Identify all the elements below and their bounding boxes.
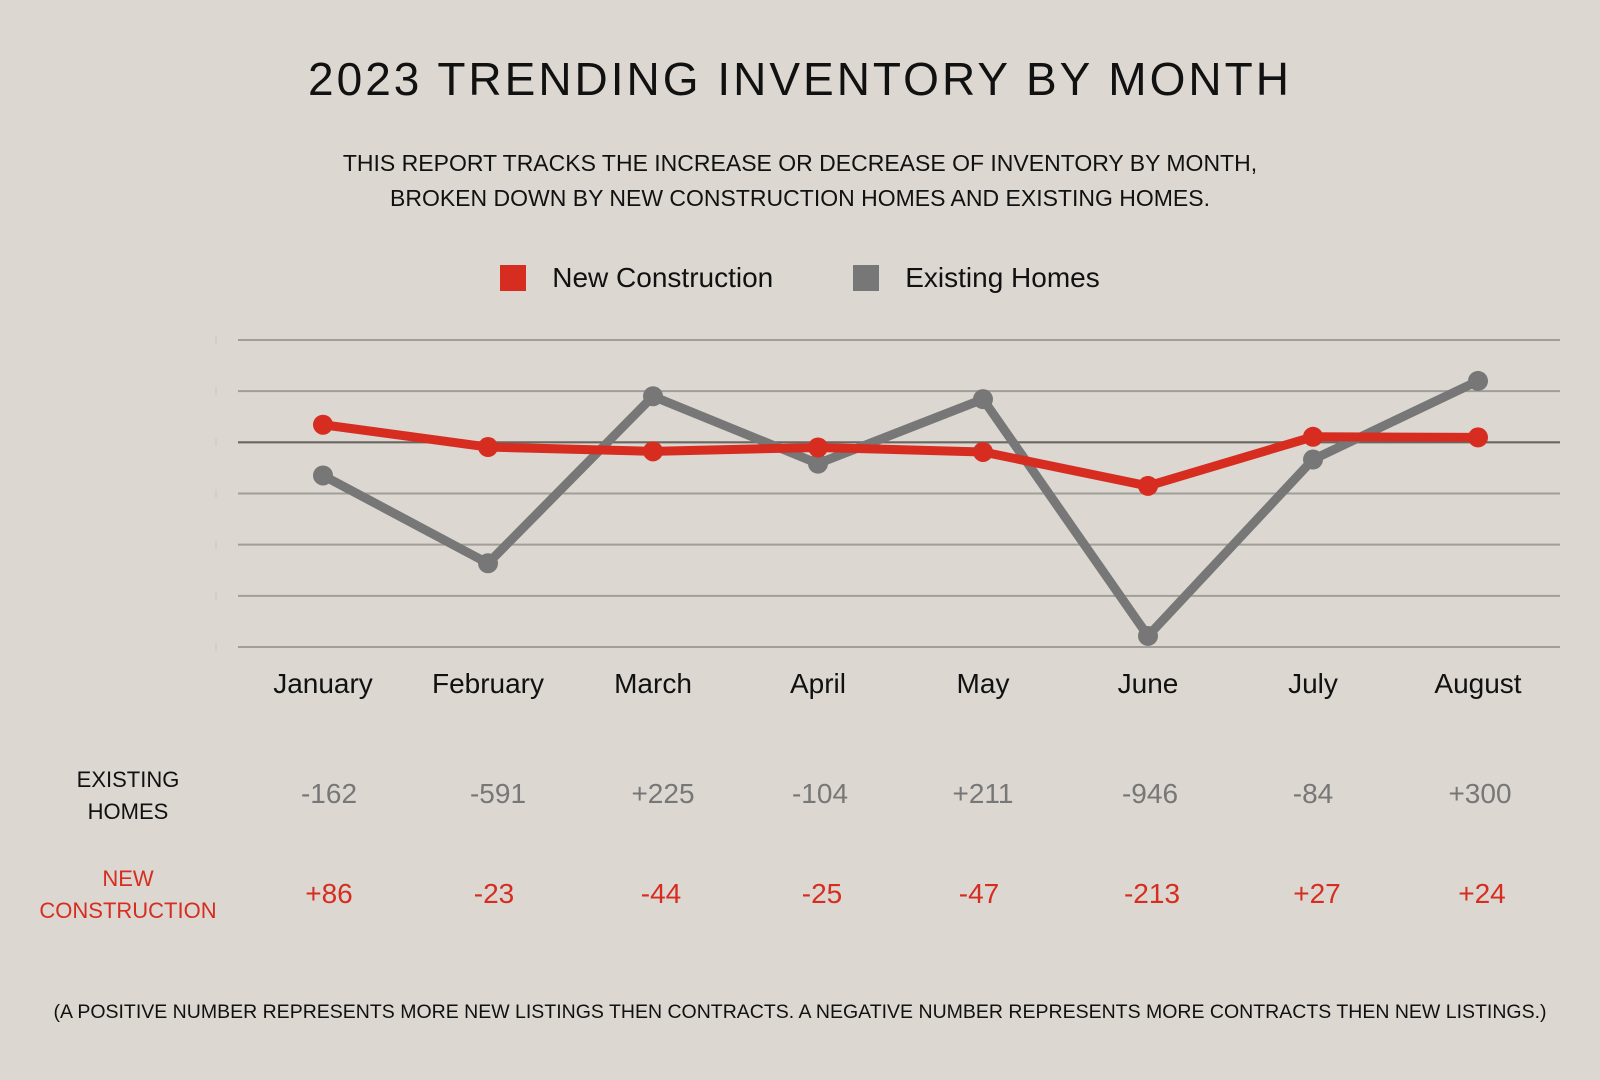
data-point-existing-homes (1138, 625, 1158, 646)
legend-item-existing-homes: Existing Homes (853, 262, 1100, 294)
legend-item-new-construction: New Construction (500, 262, 773, 294)
existing-homes-value: +211 (952, 778, 1014, 809)
x-tick-label: June (1117, 668, 1179, 699)
data-point-existing-homes (478, 553, 498, 574)
legend-swatch-new-construction (500, 265, 527, 291)
data-point-existing-homes (313, 465, 333, 486)
data-point-new-construction (808, 437, 828, 458)
data-point-new-construction (643, 441, 663, 462)
new-construction-value: +86 (305, 878, 353, 909)
x-tick-label: July (1288, 668, 1338, 699)
chart-legend: New Construction Existing Homes (0, 262, 1600, 294)
new-construction-value: -213 (1123, 878, 1181, 909)
x-tick-label: March (614, 668, 692, 699)
new-construction-value: -23 (473, 878, 515, 909)
data-point-new-construction (1468, 427, 1488, 448)
x-tick-label: February (431, 668, 545, 699)
new-row-label-line-2: CONSTRUCTION (39, 898, 217, 923)
x-tick-label: May (956, 668, 1010, 699)
new-construction-value: -47 (958, 878, 1000, 909)
data-point-existing-homes (1303, 449, 1323, 470)
new-construction-value: -25 (801, 878, 843, 909)
new-construction-value: +27 (1293, 878, 1341, 909)
data-point-new-construction (478, 437, 498, 458)
legend-label-new-construction: New Construction (552, 262, 774, 293)
existing-homes-value: -104 (791, 778, 849, 809)
data-point-new-construction (973, 441, 993, 462)
data-point-new-construction (1303, 426, 1323, 447)
subtitle-line-1: THIS REPORT TRACKS THE INCREASE OR DECRE… (342, 150, 1258, 176)
chart-title: 2023 TRENDING INVENTORY BY MONTH (308, 53, 1292, 105)
new-construction-row-label: NEW CONSTRUCTION (28, 863, 228, 927)
data-point-existing-homes (808, 453, 828, 474)
existing-row-label-line-2: HOMES (87, 799, 169, 824)
x-tick-label: January (273, 668, 373, 699)
data-point-existing-homes (973, 389, 993, 410)
data-point-existing-homes (643, 386, 663, 407)
x-tick-label: August (1434, 668, 1522, 699)
new-row-label-line-1: NEW (102, 866, 154, 891)
new-construction-value: +24 (1458, 878, 1506, 909)
chart-subtitle: THIS REPORT TRACKS THE INCREASE OR DECRE… (0, 146, 1600, 216)
series-line-existing-homes (318, 376, 1483, 641)
subtitle-line-2: BROKEN DOWN BY NEW CONSTRUCTION HOMES AN… (390, 185, 1210, 211)
legend-label-existing-homes: Existing Homes (905, 262, 1100, 293)
data-point-new-construction (313, 414, 333, 435)
existing-homes-value: -84 (1292, 778, 1334, 809)
existing-homes-value: -946 (1121, 778, 1179, 809)
existing-homes-row-label: EXISTING HOMES (28, 764, 228, 828)
data-point-existing-homes (1468, 370, 1488, 391)
existing-homes-value: -591 (469, 778, 527, 809)
existing-homes-value: +225 (631, 778, 695, 809)
legend-swatch-existing-homes (853, 265, 880, 291)
x-tick-label: April (789, 668, 846, 699)
existing-homes-value: +300 (1448, 778, 1512, 809)
new-construction-value: -44 (640, 878, 682, 909)
footnote: (A POSITIVE NUMBER REPRESENTS MORE NEW L… (53, 1001, 1547, 1023)
series-line-new-construction (318, 420, 1483, 491)
existing-homes-value: -162 (300, 778, 358, 809)
data-point-new-construction (1138, 475, 1158, 496)
existing-row-label-line-1: EXISTING (76, 767, 180, 792)
